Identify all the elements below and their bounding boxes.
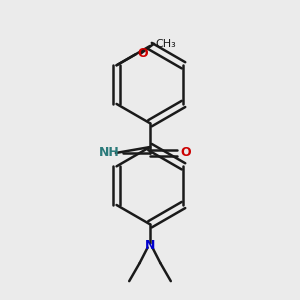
Text: O: O [137,47,148,60]
Text: NH: NH [99,146,120,160]
Text: N: N [145,238,155,252]
Text: O: O [180,146,191,160]
Text: CH₃: CH₃ [155,39,176,49]
